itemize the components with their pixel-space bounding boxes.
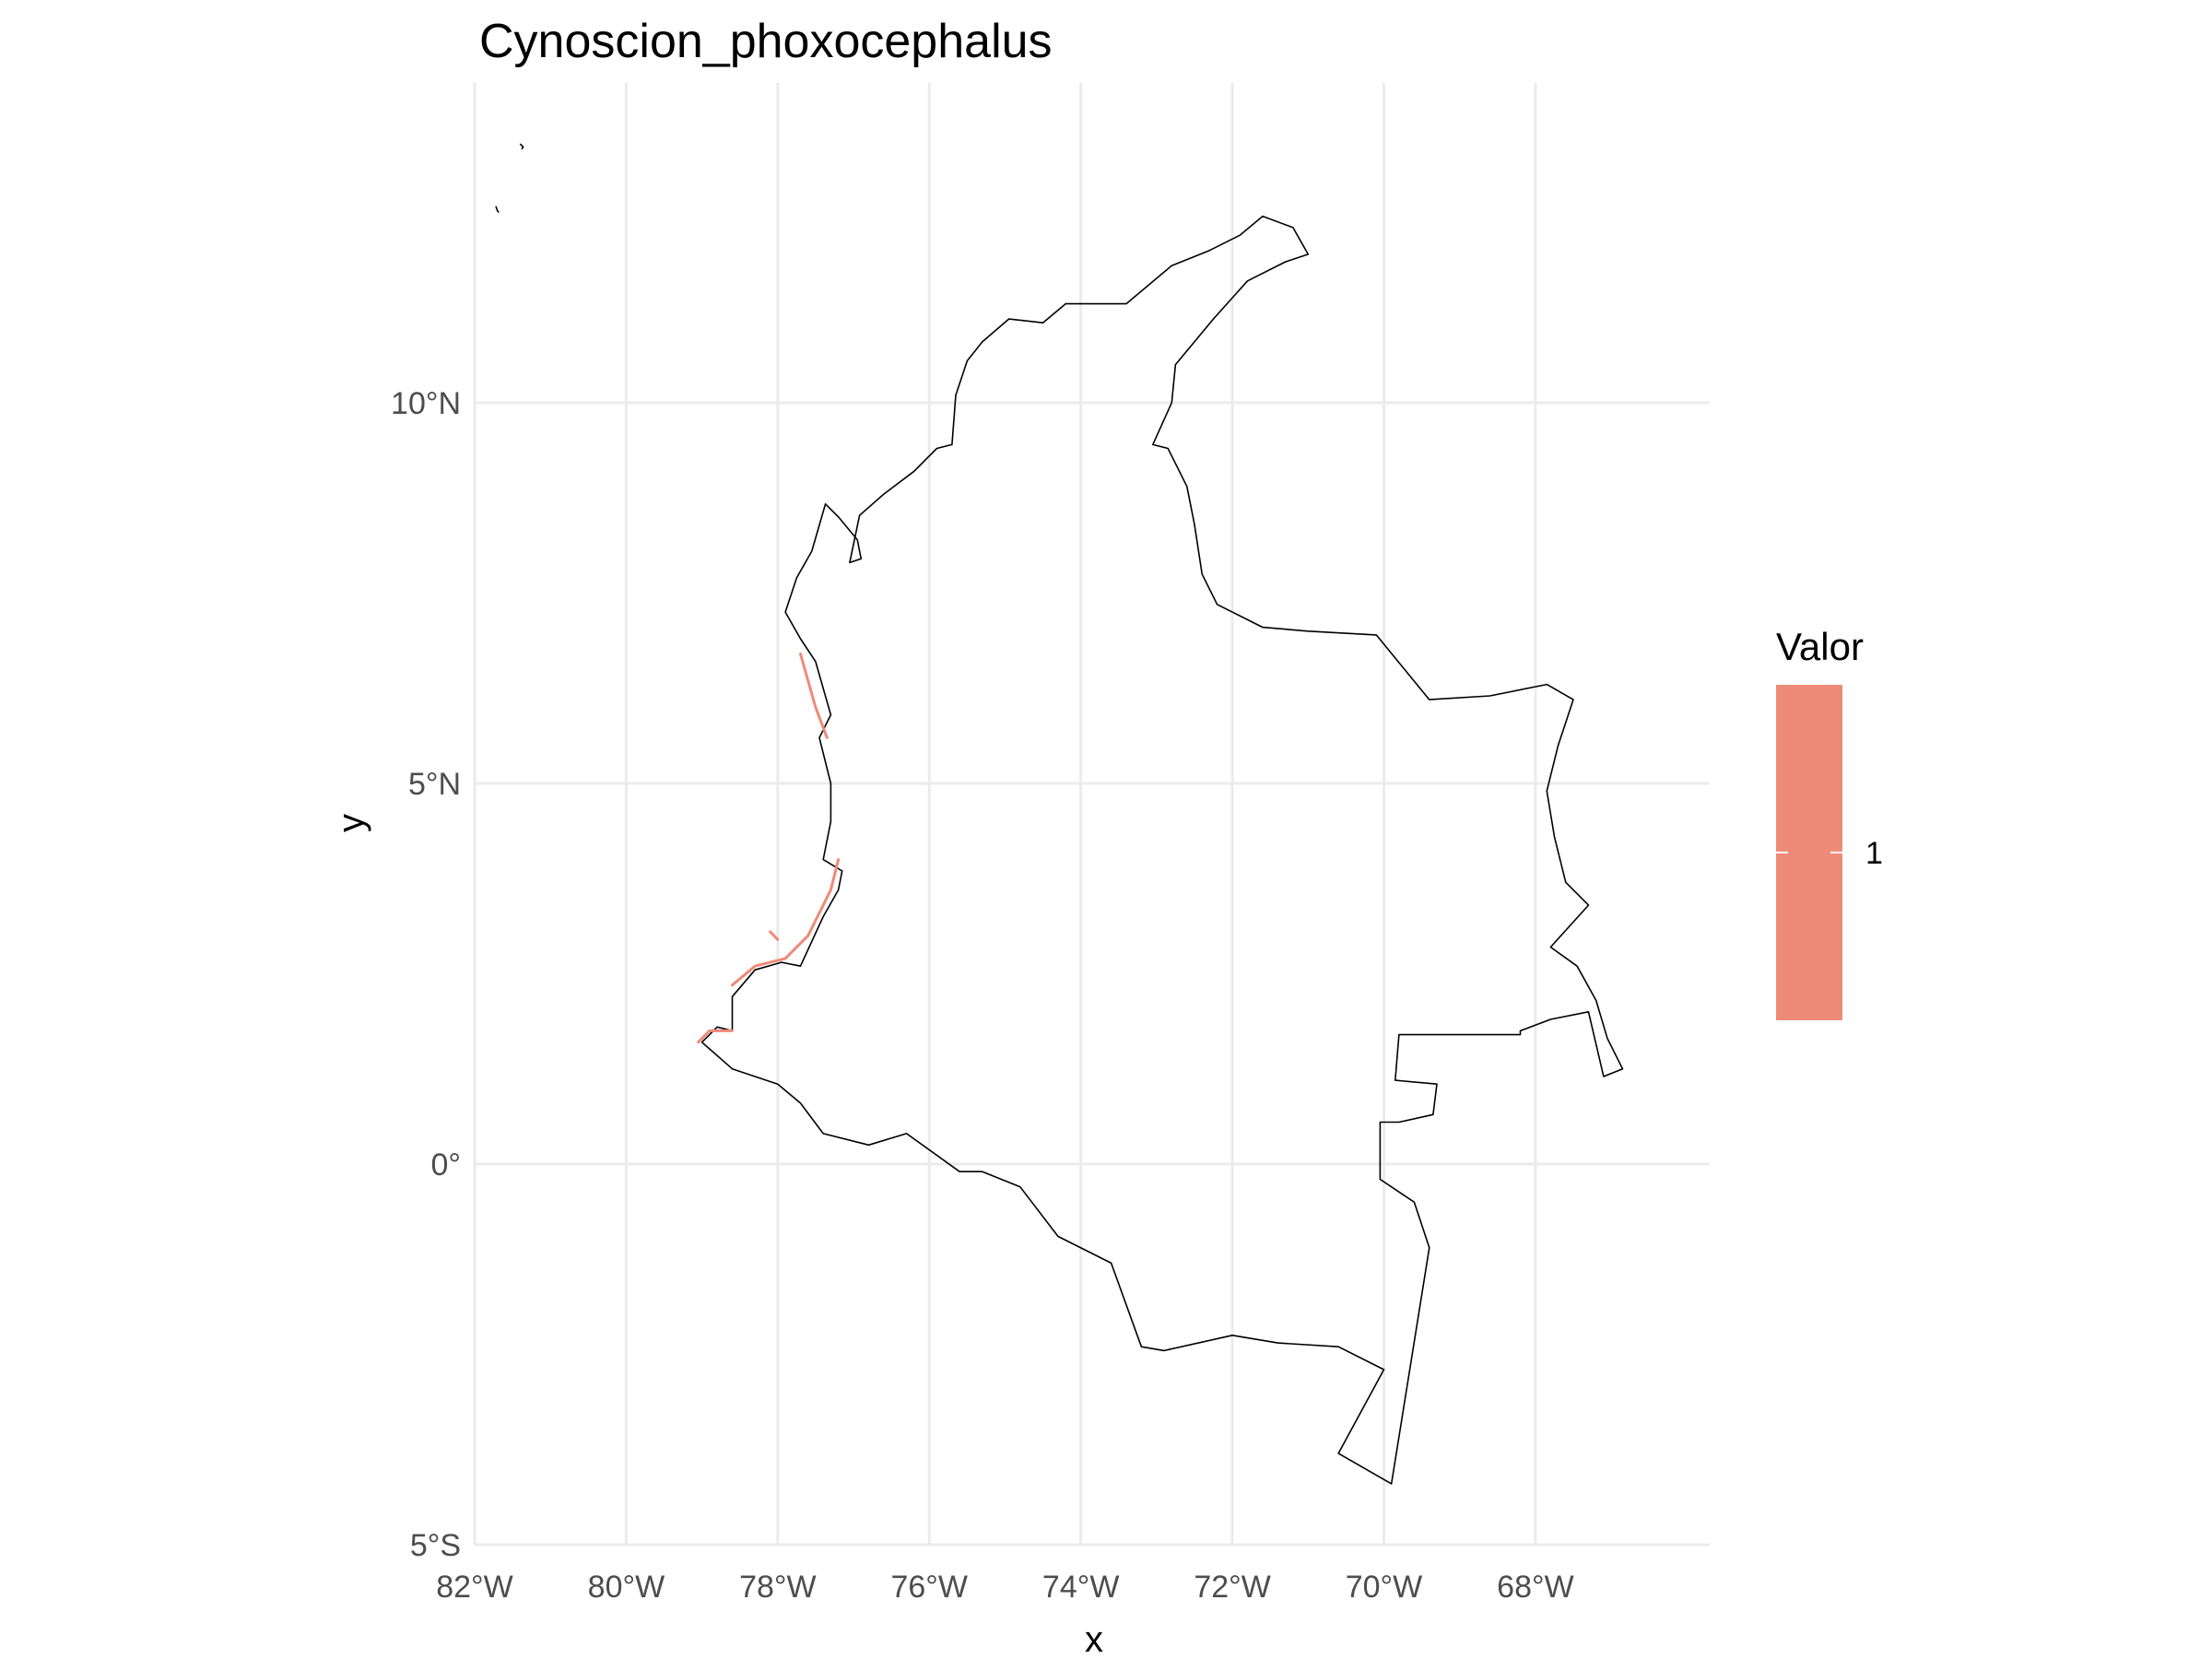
- presence-cell-cluster: [697, 1029, 734, 1044]
- x-tick-label: 80°W: [588, 1570, 665, 1605]
- island-outline: [495, 206, 500, 213]
- x-tick-label: 76°W: [890, 1570, 968, 1605]
- y-tick-label: 10°N: [391, 386, 461, 421]
- legend-title: Valor: [1776, 625, 1864, 668]
- y-tick-label: 5°S: [410, 1528, 461, 1563]
- x-tick-label: 72°W: [1194, 1570, 1271, 1605]
- y-axis-title: y: [331, 814, 371, 832]
- x-axis-ticks: 82°W 80°W 78°W 76°W 74°W 72°W 70°W 68°W: [436, 1570, 1573, 1605]
- country-outline: [700, 215, 1624, 1485]
- y-tick-label: 5°N: [408, 767, 461, 802]
- x-tick-label: 70°W: [1346, 1570, 1423, 1605]
- y-axis-ticks: 10°N 5°N 0° 5°S: [391, 386, 461, 1563]
- country-outline-layer: [495, 143, 1624, 1485]
- x-tick-label: 78°W: [739, 1570, 817, 1605]
- x-tick-label: 82°W: [436, 1570, 513, 1605]
- grid-lines: [473, 83, 1710, 1547]
- presence-layer: [697, 653, 841, 1044]
- x-tick-label: 68°W: [1497, 1570, 1574, 1605]
- island-outline: [519, 143, 524, 150]
- presence-cell-cluster: [731, 858, 841, 987]
- legend: Valor 1: [1776, 625, 1883, 1020]
- x-axis-title: x: [1085, 1619, 1103, 1659]
- legend-label-1: 1: [1865, 836, 1883, 871]
- presence-cell-cluster: [799, 653, 829, 739]
- chart-title: Cynoscion_phoxocephalus: [479, 15, 1053, 68]
- presence-cell-cluster: [769, 930, 780, 941]
- y-tick-label: 0°: [430, 1147, 461, 1182]
- x-tick-label: 74°W: [1042, 1570, 1120, 1605]
